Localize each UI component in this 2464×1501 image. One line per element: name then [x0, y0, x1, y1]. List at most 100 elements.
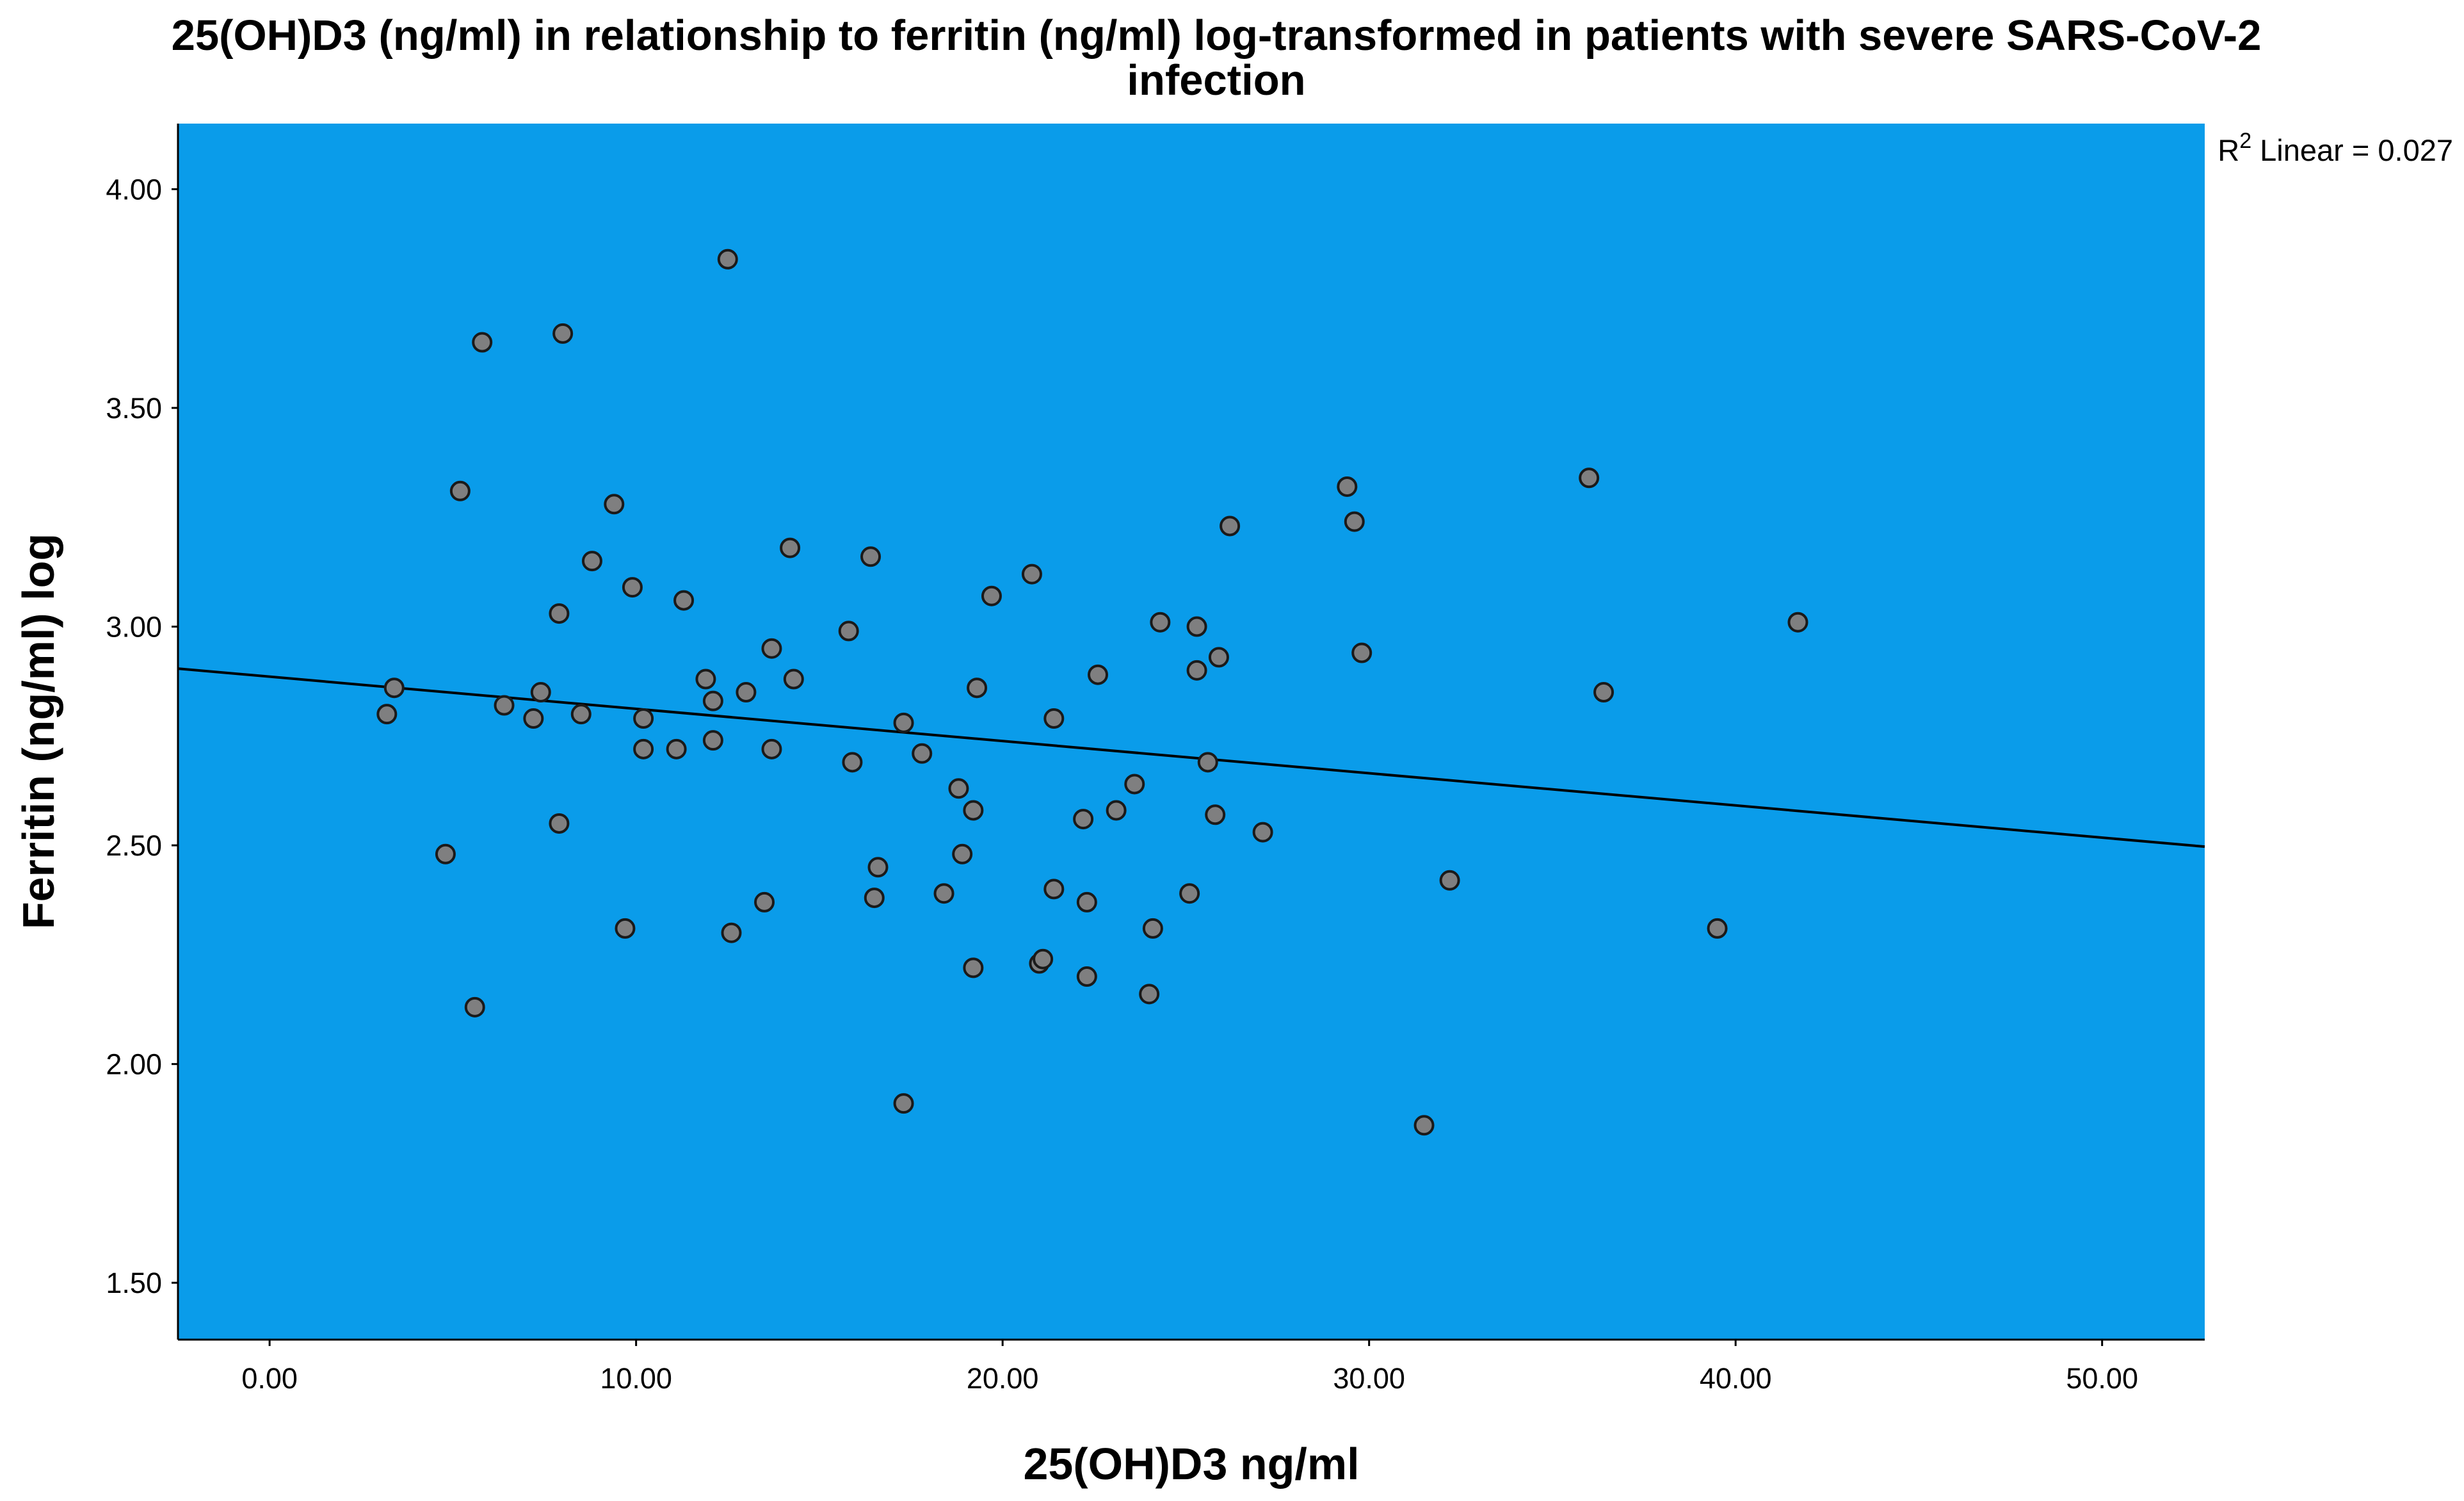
- data-point: [383, 677, 405, 699]
- data-point: [1439, 870, 1460, 891]
- data-point: [912, 743, 933, 764]
- data-point: [523, 708, 544, 729]
- data-point: [1142, 918, 1163, 939]
- data-point: [1186, 616, 1207, 637]
- data-point: [860, 546, 882, 567]
- data-point: [633, 708, 654, 729]
- data-point: [1106, 800, 1127, 821]
- data-point: [864, 888, 885, 909]
- x-tick-label: 0.00: [241, 1362, 298, 1395]
- data-point: [702, 690, 723, 711]
- data-point: [530, 682, 551, 703]
- data-point: [1208, 647, 1229, 668]
- data-point: [963, 800, 984, 821]
- data-point: [754, 891, 775, 913]
- data-point: [981, 585, 1002, 606]
- data-point: [1073, 809, 1094, 830]
- r-squared-label: R2 Linear = 0.027: [2218, 129, 2453, 167]
- data-point: [1351, 642, 1373, 663]
- data-point: [449, 480, 471, 501]
- data-point: [780, 537, 801, 558]
- data-point: [615, 918, 636, 939]
- y-tick-label: 3.50: [106, 392, 162, 425]
- y-tick-label: 3.00: [106, 611, 162, 644]
- data-point: [552, 323, 574, 344]
- data-point: [1344, 511, 1365, 532]
- y-tick-label: 4.00: [106, 173, 162, 206]
- data-point: [1197, 752, 1218, 773]
- data-point: [933, 883, 954, 904]
- data-point: [1033, 948, 1054, 970]
- data-point: [721, 922, 742, 943]
- data-point: [695, 669, 716, 690]
- data-point: [549, 603, 570, 624]
- data-point: [622, 577, 643, 598]
- x-tick-label: 10.00: [600, 1362, 672, 1395]
- x-tick-label: 40.00: [1700, 1362, 1772, 1395]
- data-point: [867, 857, 889, 878]
- data-point: [893, 712, 914, 733]
- data-point: [717, 248, 738, 270]
- x-axis-title: 25(OH)D3 ng/ml: [1023, 1439, 1359, 1489]
- data-point: [893, 1093, 914, 1114]
- data-point: [1076, 891, 1097, 913]
- data-point: [1043, 708, 1065, 729]
- r-squared-base: R: [2218, 133, 2239, 167]
- x-tick-label: 50.00: [2066, 1362, 2138, 1395]
- y-axis-title: Ferritin (ng/ml) log: [13, 533, 63, 929]
- data-point: [783, 669, 804, 690]
- data-point: [1043, 879, 1065, 900]
- data-point: [1124, 774, 1145, 795]
- data-point: [1707, 918, 1728, 939]
- data-point: [570, 704, 592, 725]
- plot-area: [178, 124, 2205, 1340]
- data-point: [1205, 804, 1226, 825]
- data-point: [673, 590, 695, 611]
- data-point: [952, 843, 973, 864]
- data-point: [1179, 883, 1200, 904]
- data-point: [376, 704, 398, 725]
- data-point: [549, 813, 570, 834]
- data-point: [838, 621, 859, 642]
- x-tick-label: 20.00: [967, 1362, 1039, 1395]
- data-point: [1593, 682, 1614, 703]
- y-tick-label: 1.50: [106, 1267, 162, 1299]
- data-point: [1186, 660, 1207, 681]
- data-point: [464, 996, 485, 1018]
- data-point: [1076, 966, 1097, 987]
- x-axis-ticks: 0.00 10.00 20.00 30.00 40.00 50.00: [241, 1340, 2138, 1395]
- data-point: [842, 752, 863, 773]
- data-point: [702, 730, 723, 751]
- data-points: [376, 248, 1808, 1136]
- data-point: [1150, 612, 1171, 633]
- chart-title-line-1: 25(OH)D3 (ng/ml) in relationship to ferr…: [172, 12, 2262, 60]
- data-point: [1787, 612, 1808, 633]
- data-point: [736, 682, 757, 703]
- data-point: [1139, 984, 1160, 1005]
- r-squared-value: Linear = 0.027: [2251, 133, 2453, 167]
- data-point: [963, 957, 984, 978]
- data-point: [967, 677, 988, 699]
- y-axis-ticks: 1.50 2.00 2.50 3.00 3.50 4.00: [106, 173, 178, 1299]
- data-point: [604, 494, 625, 515]
- data-point: [1220, 515, 1241, 537]
- data-point: [435, 843, 456, 864]
- r-squared-superscript: 2: [2239, 129, 2251, 153]
- data-point: [581, 551, 602, 572]
- data-point: [666, 738, 687, 759]
- data-point: [472, 332, 493, 353]
- data-point: [761, 738, 782, 759]
- data-point: [1579, 467, 1600, 489]
- data-point: [494, 695, 515, 716]
- y-tick-label: 2.50: [106, 829, 162, 862]
- data-point: [1413, 1115, 1435, 1136]
- data-point: [761, 638, 782, 659]
- x-tick-label: 30.00: [1333, 1362, 1405, 1395]
- data-point: [1337, 476, 1358, 497]
- y-tick-label: 2.00: [106, 1048, 162, 1081]
- data-point: [633, 738, 654, 759]
- linear-fit-line: [177, 667, 2205, 848]
- chart-title-line-2: infection: [1127, 56, 1305, 104]
- data-point: [948, 778, 969, 799]
